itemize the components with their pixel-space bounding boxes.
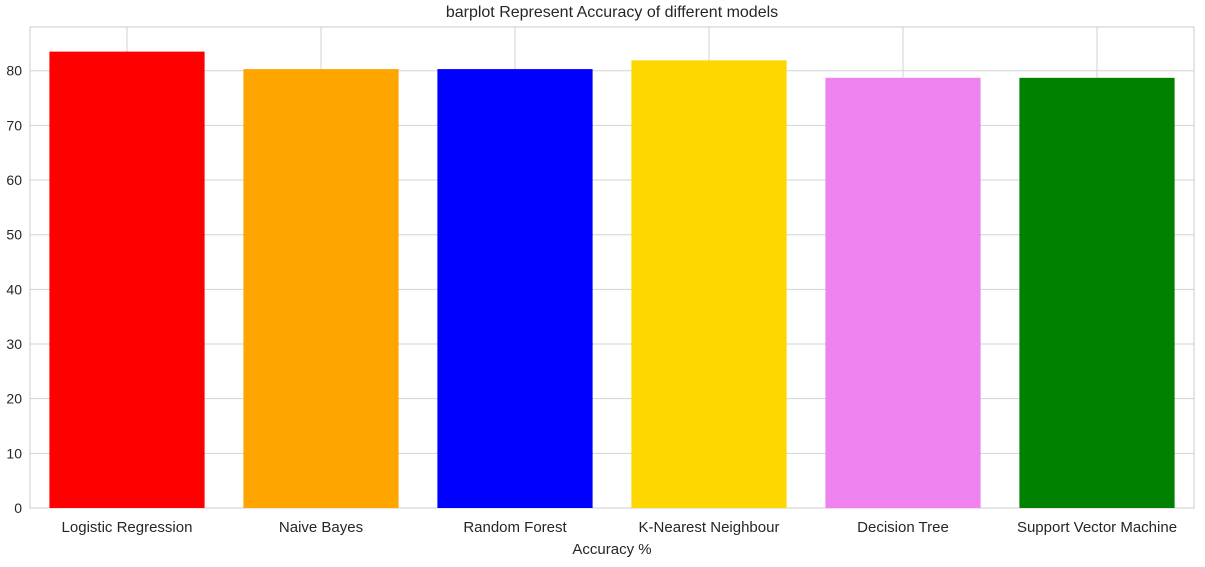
bar (1019, 77, 1175, 509)
y-axis-ticks: 0 10 20 30 40 50 60 70 80 (6, 63, 22, 516)
x-axis-ticks: Logistic Regression Naive Bayes Random For… (62, 519, 1178, 536)
plot-frame (29, 26, 1195, 509)
bars (49, 51, 1175, 509)
x-tick-label: Support Vector Machine (1017, 519, 1177, 536)
x-tick-label: Decision Tree (857, 519, 949, 536)
y-tick-label: 20 (6, 391, 22, 407)
x-tick-label: Logistic Regression (62, 519, 193, 536)
bar (825, 77, 981, 509)
x-tick-label: K-Nearest Neighbour (639, 519, 780, 536)
bar (437, 69, 593, 509)
y-tick-label: 40 (6, 281, 22, 297)
x-tick-label: Naive Bayes (279, 519, 363, 536)
x-axis-label: Accuracy % (572, 541, 651, 558)
y-tick-label: 70 (6, 117, 22, 133)
y-tick-label: 80 (6, 63, 22, 79)
bar (631, 60, 787, 509)
y-tick-label: 30 (6, 336, 22, 352)
bar (243, 69, 399, 509)
y-tick-label: 60 (6, 172, 22, 188)
y-tick-label: 10 (6, 445, 22, 461)
x-tick-label: Random Forest (463, 519, 567, 536)
bar (49, 51, 205, 509)
y-tick-label: 50 (6, 227, 22, 243)
chart-title: barplot Represent Accuracy of different … (446, 4, 778, 21)
y-tick-label: 0 (14, 500, 22, 516)
